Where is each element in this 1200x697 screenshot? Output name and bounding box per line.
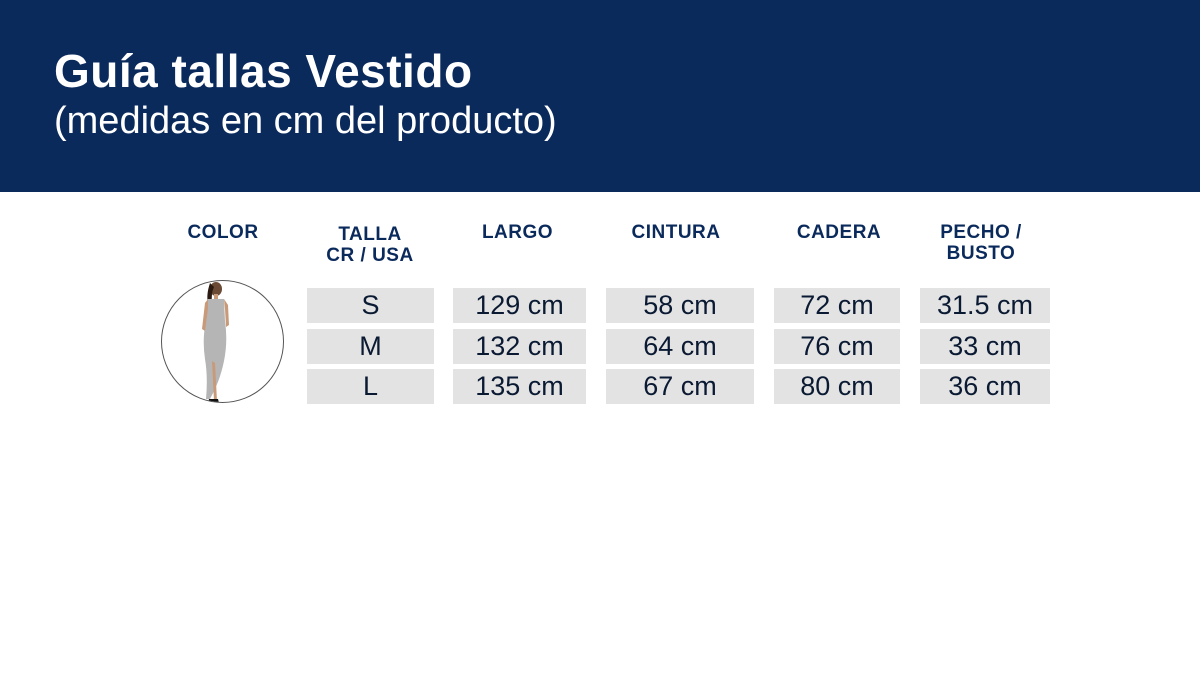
col-header-color-line1: COLOR (187, 222, 259, 243)
table-cell-cadera-s: 72 cm (774, 288, 900, 323)
col-header-pecho-line2: BUSTO (946, 243, 1016, 264)
table-cell-talla-s: S (307, 288, 434, 323)
col-header-cintura: CINTURA (606, 222, 746, 243)
table-cell-largo-l: 135 cm (453, 369, 586, 404)
table-cell-cintura-m: 64 cm (606, 329, 754, 364)
col-header-cadera: CADERA (775, 222, 903, 243)
page-title: Guía tallas Vestido (54, 45, 473, 97)
table-cell-cadera-m: 76 cm (774, 329, 900, 364)
col-header-largo-line1: LARGO (481, 222, 554, 243)
col-header-pecho: PECHO / BUSTO (920, 222, 1042, 264)
table-cell-cintura-l: 67 cm (606, 369, 754, 404)
col-header-talla-line1: TALLA (338, 224, 402, 245)
table-cell-talla-m: M (307, 329, 434, 364)
table-cell-pecho-m: 33 cm (920, 329, 1050, 364)
col-header-cintura-line1: CINTURA (631, 222, 721, 243)
col-header-cadera-line1: CADERA (796, 222, 882, 243)
table-cell-largo-m: 132 cm (453, 329, 586, 364)
col-header-talla: TALLA CR / USA (307, 224, 433, 266)
page-subtitle: (medidas en cm del producto) (54, 100, 557, 142)
dress-icon (202, 282, 229, 402)
col-header-color: COLOR (180, 222, 266, 243)
table-cell-pecho-s: 31.5 cm (920, 288, 1050, 323)
table-cell-cintura-s: 58 cm (606, 288, 754, 323)
header-banner: Guía tallas Vestido (medidas en cm del p… (0, 0, 1200, 192)
dress-photo (161, 280, 284, 403)
table-cell-cadera-l: 80 cm (774, 369, 900, 404)
col-header-pecho-line1: PECHO / (940, 222, 1022, 243)
table-cell-talla-l: L (307, 369, 434, 404)
col-header-largo: LARGO (455, 222, 580, 243)
table-cell-pecho-l: 36 cm (920, 369, 1050, 404)
table-cell-largo-s: 129 cm (453, 288, 586, 323)
col-header-talla-line2: CR / USA (326, 245, 414, 266)
